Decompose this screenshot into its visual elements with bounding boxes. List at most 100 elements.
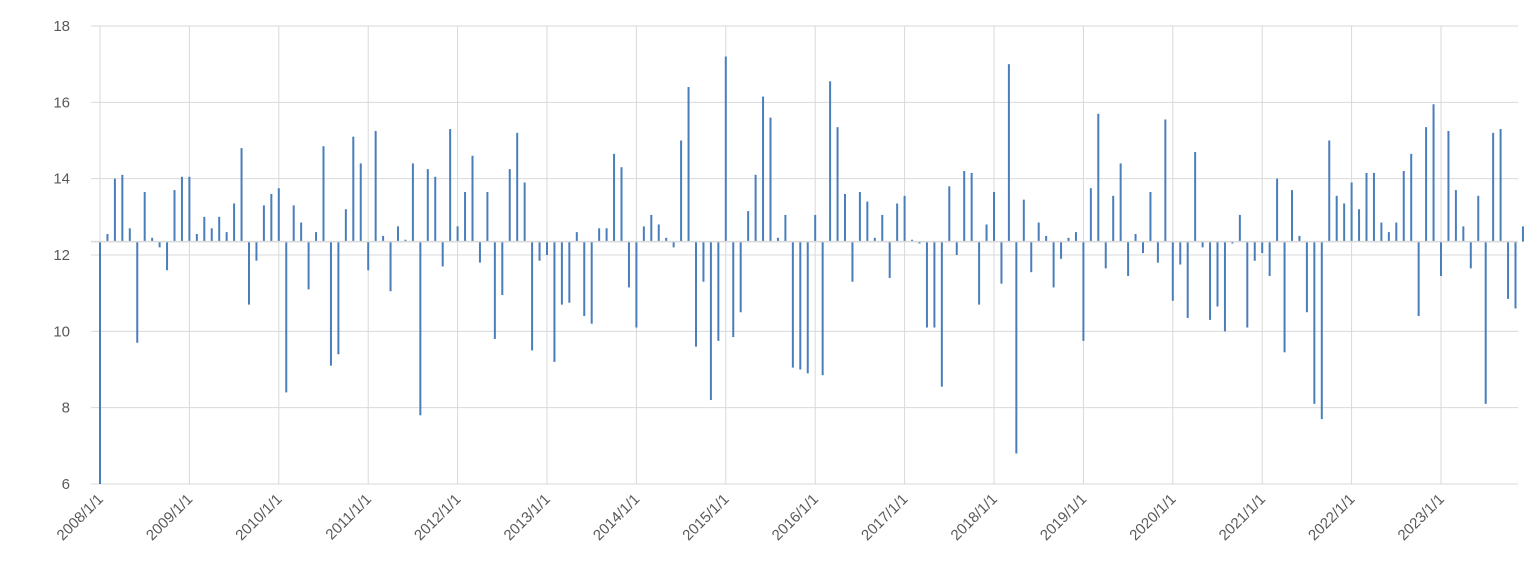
bar <box>203 216 206 242</box>
bar <box>1246 241 1249 328</box>
bar <box>918 241 921 244</box>
bar <box>739 241 742 313</box>
bar <box>657 224 660 242</box>
bar <box>1000 241 1003 284</box>
bar <box>627 241 630 288</box>
bar <box>1462 226 1465 242</box>
bar <box>1179 241 1182 265</box>
bar <box>583 241 586 317</box>
bar <box>397 226 399 242</box>
bar <box>1507 241 1510 299</box>
bar <box>821 241 824 376</box>
bar <box>613 153 616 242</box>
bar <box>1037 222 1040 242</box>
bar <box>1425 127 1428 242</box>
bar <box>1022 199 1025 242</box>
bar <box>210 228 213 242</box>
bar <box>1194 151 1197 242</box>
bar <box>769 117 772 242</box>
bar <box>1320 241 1323 420</box>
bar <box>806 241 809 374</box>
bar <box>404 239 407 242</box>
bar <box>1395 222 1398 242</box>
bar <box>1186 241 1189 318</box>
bar <box>754 174 757 242</box>
bar <box>1216 241 1219 307</box>
bar <box>896 203 899 242</box>
bar <box>635 241 638 328</box>
bar <box>1298 235 1301 242</box>
bar <box>523 182 526 242</box>
bar <box>1261 241 1264 254</box>
bar <box>1171 241 1174 301</box>
bar <box>1477 195 1480 242</box>
bar <box>121 174 124 242</box>
bar <box>508 169 511 242</box>
bar <box>486 192 489 242</box>
bar <box>456 226 459 242</box>
bar <box>1276 178 1279 242</box>
bar <box>1030 241 1033 273</box>
bar <box>1313 241 1316 404</box>
bar <box>1447 130 1450 242</box>
bar <box>680 140 683 242</box>
bar <box>471 155 474 242</box>
bar <box>836 127 839 242</box>
bar <box>1119 163 1122 242</box>
bar <box>1417 241 1420 317</box>
bar <box>344 209 347 242</box>
bar <box>1387 232 1390 242</box>
bar <box>1253 241 1256 261</box>
bar <box>687 87 690 242</box>
bar <box>844 193 846 242</box>
bar <box>575 232 578 242</box>
bar <box>255 241 258 261</box>
bar <box>598 228 601 242</box>
bar <box>1328 140 1331 242</box>
bar <box>367 241 370 271</box>
bar <box>702 241 705 282</box>
bar <box>888 241 891 278</box>
bar <box>1156 241 1159 263</box>
bar <box>300 222 303 242</box>
bar <box>113 178 116 242</box>
bar <box>1268 241 1271 276</box>
bar <box>262 205 265 242</box>
bar <box>717 241 720 341</box>
bar <box>732 241 735 338</box>
bar <box>218 216 221 242</box>
bar <box>411 163 414 242</box>
y-axis-tick-labels: 6 8 10 12 14 16 18 <box>53 18 70 493</box>
bar <box>799 241 802 370</box>
bar <box>978 241 981 305</box>
bar <box>128 228 131 242</box>
bar <box>538 241 541 261</box>
bar <box>1432 104 1435 242</box>
bar <box>724 56 727 242</box>
bar <box>873 237 876 242</box>
bar <box>1440 241 1442 276</box>
bar <box>329 241 332 366</box>
bar <box>248 241 250 305</box>
bar <box>1372 172 1375 242</box>
bar <box>426 169 429 242</box>
bar <box>1134 234 1137 242</box>
bar <box>911 239 914 242</box>
bar <box>1521 226 1524 242</box>
bar <box>1335 195 1338 242</box>
bar <box>620 167 623 242</box>
bar <box>1104 241 1107 269</box>
bar <box>925 241 928 328</box>
bar <box>1164 119 1167 242</box>
bar <box>709 241 712 401</box>
y-tick-label: 6 <box>62 476 70 493</box>
bar <box>948 186 951 242</box>
bar <box>695 241 697 347</box>
y-tick-label: 18 <box>53 18 70 35</box>
bar <box>106 234 109 242</box>
bar <box>389 241 392 292</box>
bar <box>434 176 437 242</box>
bar <box>1007 64 1010 242</box>
bar <box>1499 129 1502 242</box>
bar <box>1223 241 1226 332</box>
